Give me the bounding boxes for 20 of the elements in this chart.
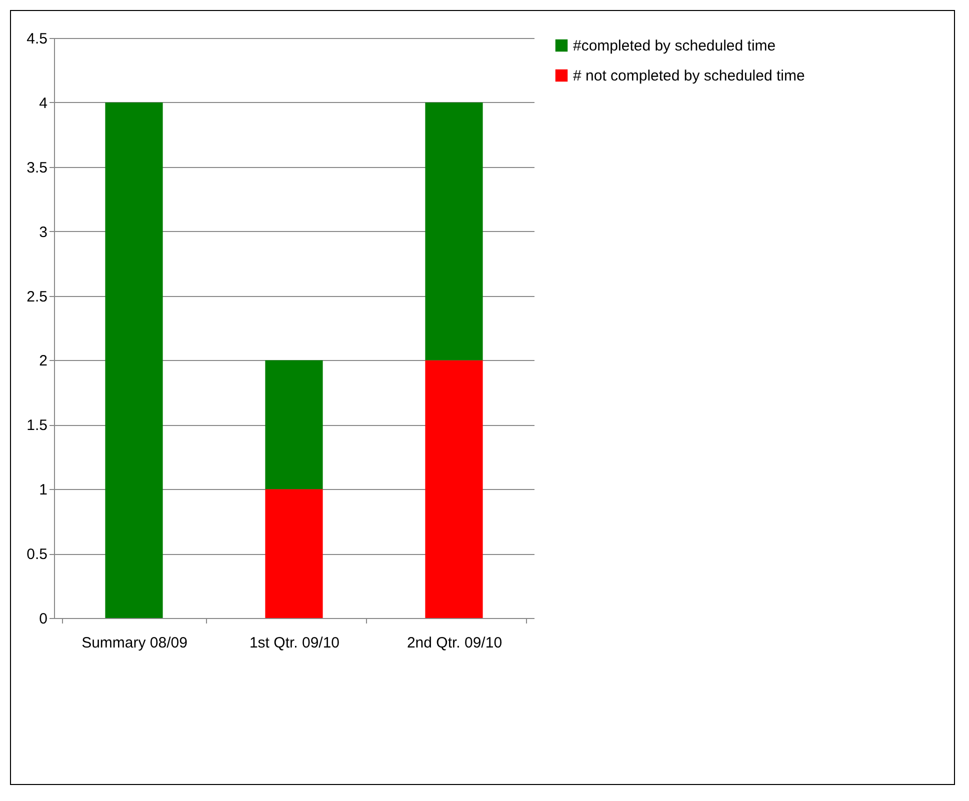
y-tick-label: 2 [39, 352, 48, 370]
x-tick-label: 2nd Qtr. 09/10 [406, 634, 502, 652]
y-tick-label: 0 [39, 610, 48, 628]
y-tick-label: 1.5 [26, 417, 48, 434]
bar [265, 360, 323, 490]
y-tick-label: 2.5 [26, 288, 48, 306]
legend-label: # not completed by scheduled time [573, 68, 805, 84]
y-tick-label: 1 [39, 482, 48, 499]
bar [105, 102, 163, 618]
y-tick-label: 3 [39, 224, 48, 241]
x-tick-label: Summary 08/09 [82, 634, 188, 652]
x-tick-label: 1st Qtr. 09/10 [249, 634, 340, 652]
y-tick-label: 0.5 [26, 546, 48, 564]
y-tick-label: 3.5 [26, 159, 48, 176]
bar [265, 489, 323, 618]
bar [425, 360, 483, 618]
y-tick-label: 4.5 [26, 30, 48, 48]
legend-label: #completed by scheduled time [573, 38, 776, 54]
y-tick-label: 4 [39, 94, 48, 112]
bar [425, 102, 483, 360]
